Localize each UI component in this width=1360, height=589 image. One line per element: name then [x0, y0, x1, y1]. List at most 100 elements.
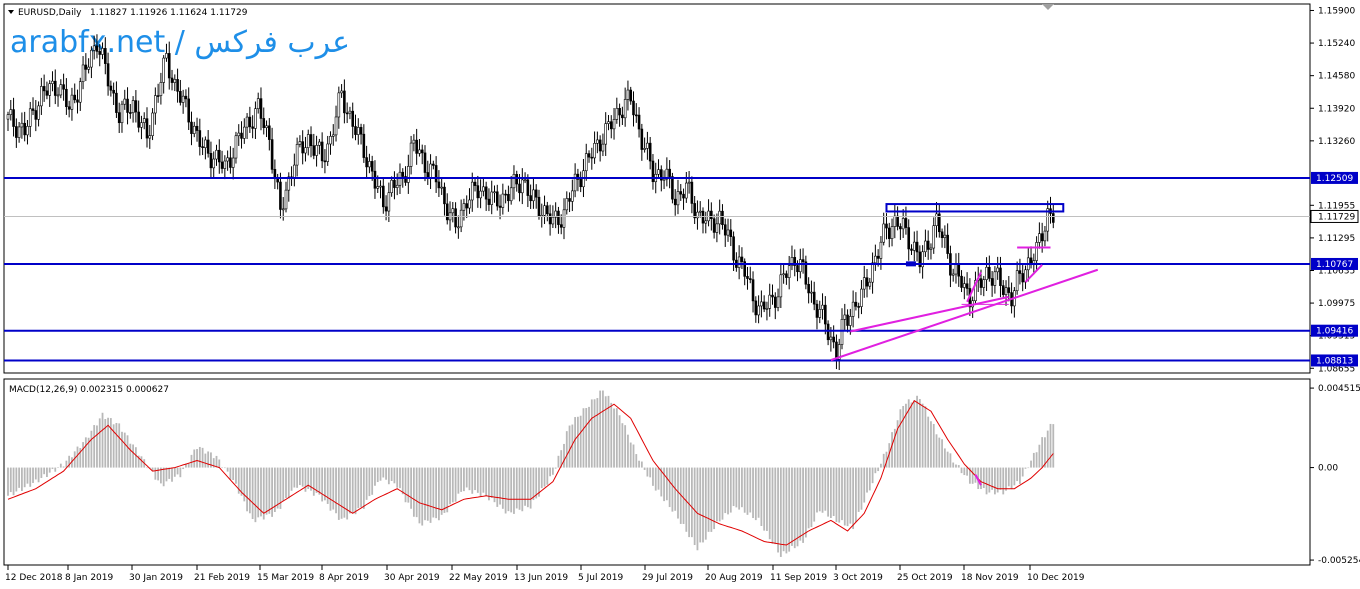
chart-annotations[interactable] — [830, 203, 1099, 362]
candle-body — [612, 119, 616, 130]
candle-body — [996, 267, 999, 273]
macd-histogram-bar — [843, 467, 846, 526]
candle-body — [240, 132, 243, 139]
macd-histogram-bar — [79, 448, 82, 468]
level-tag-label: 1.10767 — [1316, 260, 1353, 270]
macd-histogram-bar — [426, 467, 429, 521]
candle-body — [932, 225, 936, 249]
level-tag-label: 1.12509 — [1316, 174, 1353, 184]
macd-histogram-bar — [171, 467, 173, 482]
candle-body — [732, 236, 735, 261]
candle-body — [621, 114, 624, 119]
candle-body — [826, 323, 830, 341]
macd-histogram-bar — [465, 467, 468, 488]
candle-body — [687, 181, 691, 184]
candle-body — [90, 49, 93, 68]
macd-histogram-bar — [160, 467, 162, 484]
candle-body — [440, 186, 443, 189]
macd-histogram-bar — [1044, 437, 1046, 468]
candle-body — [698, 210, 702, 213]
candle-body — [393, 179, 396, 188]
macd-histogram-bar — [474, 467, 476, 491]
macd-histogram-bar — [585, 408, 588, 468]
candle-body — [165, 53, 168, 59]
candle-body — [824, 304, 827, 325]
macd-histogram-bar — [1002, 467, 1005, 495]
candle-body — [576, 173, 580, 180]
candle-body — [92, 45, 96, 51]
candle-body — [362, 133, 366, 158]
macd-histogram-bar — [329, 467, 332, 511]
candle-body — [737, 256, 741, 268]
macd-histogram-bar — [173, 467, 176, 477]
macd-histogram-bar — [287, 467, 290, 499]
macd-histogram-bar — [1052, 424, 1055, 468]
candle-body — [618, 108, 621, 116]
candle-body — [140, 122, 143, 128]
candle-body — [426, 172, 430, 178]
macd-histogram-bar — [1021, 467, 1024, 477]
support-resistance-levels[interactable]: 1.11729 1.12509 1.10767 1.09416 1.08813 — [4, 171, 1359, 367]
candle-body — [857, 306, 860, 308]
candle-body — [937, 213, 941, 233]
macd-histogram-bar — [482, 467, 485, 493]
macd-histogram-bar — [293, 467, 296, 488]
macd-histogram-bar — [121, 431, 123, 468]
candle-body — [796, 265, 799, 273]
candle-body — [334, 116, 338, 136]
macd-histogram-bar — [577, 416, 579, 468]
candle-body — [1043, 230, 1047, 242]
candle-body — [940, 231, 944, 239]
candle-body — [915, 241, 919, 253]
candle-body — [782, 273, 785, 276]
dropdown-arrow-icon[interactable] — [8, 10, 14, 14]
price-tick-label: 1.15900 — [1318, 6, 1355, 16]
candle-body — [815, 303, 819, 318]
candle-body — [768, 294, 772, 309]
date-axis: 12 Dec 2018 8 Jan 2019 30 Jan 2019 21 Feb 2… — [5, 565, 1085, 583]
macd-histogram-bar — [574, 417, 577, 468]
macd-histogram-bar — [118, 423, 121, 468]
macd-histogram-bar — [632, 444, 635, 468]
candle-body — [31, 108, 35, 111]
macd-histogram-bar — [874, 467, 877, 474]
candle-body — [926, 240, 930, 250]
macd-histogram-bar — [693, 467, 696, 546]
candle-body — [279, 181, 282, 210]
candle-body — [248, 116, 252, 128]
macd-histogram-bar — [51, 467, 54, 469]
macd-histogram-bar — [237, 467, 240, 494]
candle-body — [106, 63, 110, 87]
candle-body — [912, 241, 916, 251]
macd-histogram-bar — [860, 467, 863, 510]
macd-histogram-bar — [663, 467, 665, 502]
macd-histogram-bar — [777, 467, 779, 553]
macd-annotation — [974, 474, 982, 486]
candle-body — [26, 126, 29, 136]
candle-body — [298, 141, 302, 145]
candle-body — [1004, 287, 1008, 295]
candle-body — [429, 163, 432, 178]
macd-histogram-bar — [554, 467, 557, 469]
scroll-marker-icon[interactable] — [1042, 4, 1054, 10]
candle-body — [785, 273, 788, 278]
price-tick-label: 1.11955 — [1318, 201, 1355, 211]
candle-body — [295, 144, 299, 166]
macd-histogram-bar — [451, 467, 454, 503]
candle-body — [445, 203, 449, 221]
candle-body — [1021, 273, 1025, 283]
macd-histogram-bar — [332, 467, 335, 510]
macd-histogram-bar — [126, 435, 129, 468]
candle-body — [696, 211, 699, 219]
candle-body — [868, 281, 872, 287]
candle-body — [81, 64, 85, 82]
candle-body — [451, 208, 455, 214]
candle-body — [943, 234, 947, 239]
macd-histogram-bar — [704, 467, 707, 540]
candle-body — [593, 143, 596, 159]
candle-body — [929, 247, 933, 250]
macd-histogram-bar — [499, 467, 501, 505]
candle-body — [323, 160, 327, 163]
macd-histogram-bar — [315, 467, 318, 493]
